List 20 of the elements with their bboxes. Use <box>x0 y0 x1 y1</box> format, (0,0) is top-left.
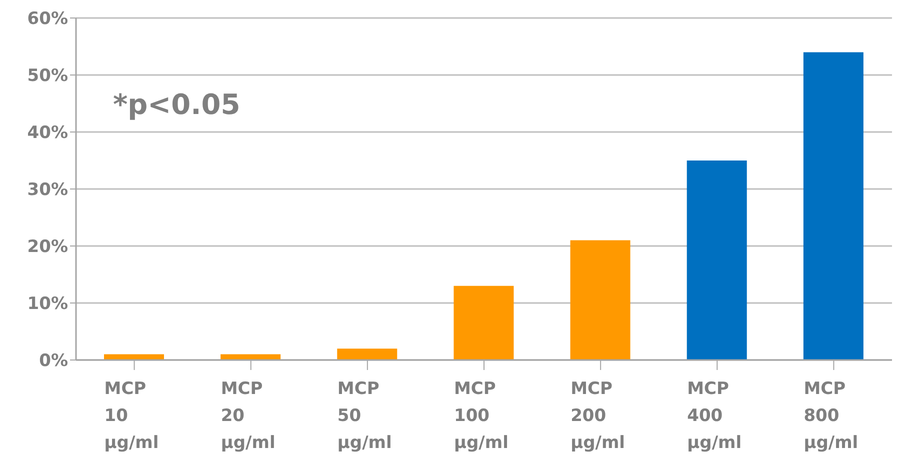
x-tick-label: MCP 50 µg/ml <box>337 379 392 453</box>
y-tick-label: 60% <box>27 9 68 30</box>
y-tick-label: 20% <box>27 237 68 258</box>
annotation: *p<0.05 <box>113 88 240 121</box>
bar <box>686 160 747 360</box>
y-tick-label: 10% <box>27 294 68 314</box>
x-tick-label: MCP 400 µg/ml <box>687 379 742 453</box>
y-tick-label: 50% <box>27 66 68 86</box>
y-tick-label: 0% <box>39 351 68 372</box>
y-tick-label: 30% <box>27 180 68 200</box>
x-tick-label: MCP 200 µg/ml <box>570 379 626 453</box>
x-tick-label: MCP 800 µg/ml <box>804 379 858 453</box>
x-tick-label: MCP 20 µg/ml <box>220 379 276 453</box>
bar <box>570 240 630 360</box>
x-tick-label: MCP 100 µg/ml <box>454 379 508 453</box>
bar <box>803 52 864 360</box>
bar <box>454 286 514 360</box>
bar <box>337 348 398 360</box>
y-tick-label: 40% <box>27 123 68 144</box>
x-tick-label: MCP 10 µg/ml <box>104 379 159 453</box>
